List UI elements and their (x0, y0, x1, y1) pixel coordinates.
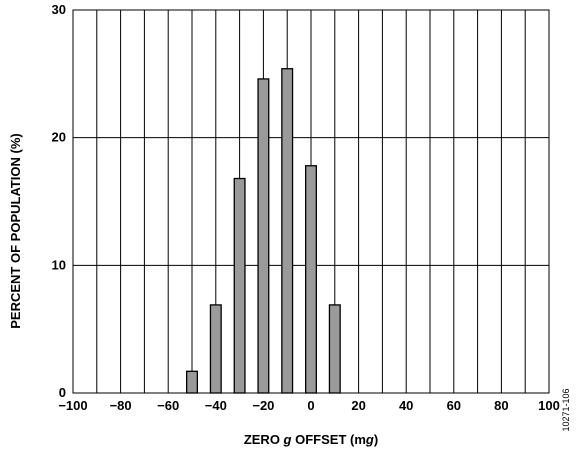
y-tick-label: 20 (52, 130, 66, 145)
x-axis-title-part: ) (374, 432, 378, 447)
bar (209, 304, 222, 394)
y-tick-label: 10 (52, 257, 66, 272)
plot-frame (72, 9, 550, 394)
y-tick-label: 0 (59, 385, 66, 400)
x-tick-label: −60 (157, 398, 179, 413)
bar (304, 165, 318, 394)
x-tick-label: 80 (494, 398, 508, 413)
x-tick-label: −20 (252, 398, 274, 413)
gridlines (73, 10, 549, 393)
y-tick-label: 30 (52, 2, 66, 17)
bar (257, 78, 270, 394)
x-tick-label: 20 (351, 398, 365, 413)
x-tick-labels: −100 −80 −60 −40 −20 0 20 40 60 80 100 (58, 398, 560, 413)
bar (233, 177, 246, 394)
x-tick-label: −80 (110, 398, 132, 413)
bar (185, 370, 199, 394)
x-tick-label: −100 (58, 398, 87, 413)
x-tick-label: 60 (447, 398, 461, 413)
x-tick-label: 100 (538, 398, 560, 413)
x-axis-title-part: g (365, 432, 374, 447)
x-tick-label: 40 (399, 398, 413, 413)
y-axis-title: PERCENT OF POPULATION (%) (8, 133, 23, 328)
x-axis-title-part: g (283, 432, 292, 447)
y-tick-labels: 0 10 20 30 (52, 2, 66, 400)
x-tick-label: 0 (307, 398, 314, 413)
x-axis-title-part: OFFSET (m (292, 432, 366, 447)
bars (185, 68, 341, 394)
bar (328, 304, 341, 394)
x-axis-title: ZERO g OFFSET (mg) (244, 432, 378, 447)
bar (281, 68, 294, 394)
figure-id: 10271-106 (561, 388, 571, 431)
x-axis-title-part: ZERO (244, 432, 284, 447)
x-tick-label: −40 (205, 398, 227, 413)
